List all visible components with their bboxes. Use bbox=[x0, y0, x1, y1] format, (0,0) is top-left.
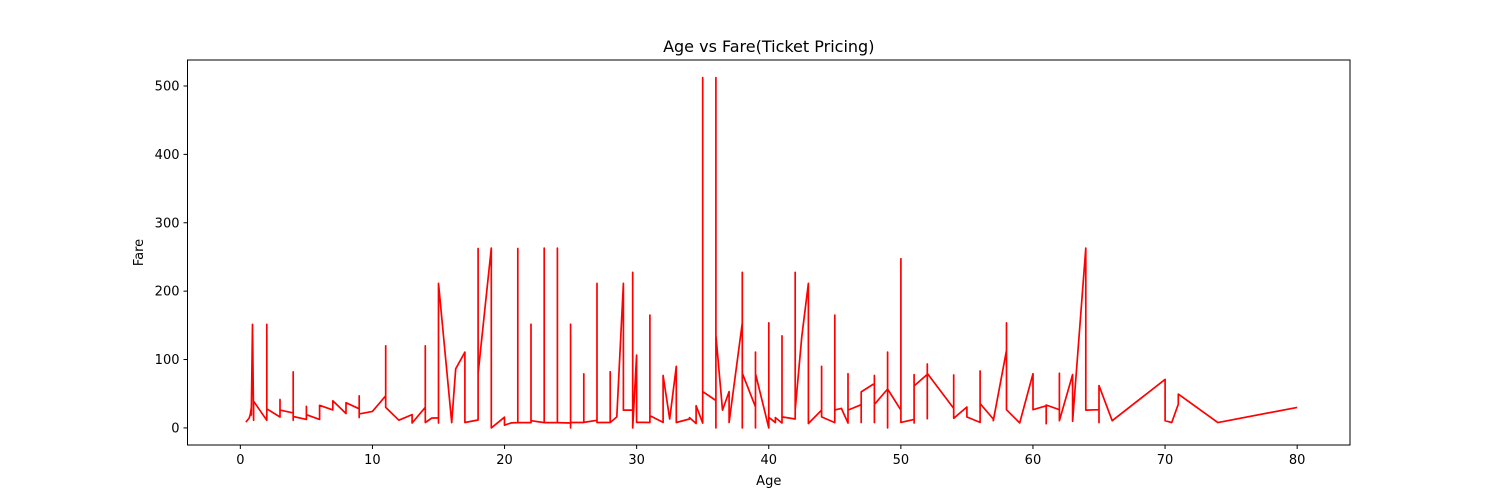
y-axis-label: Fare bbox=[132, 239, 147, 266]
y-tick-label: 400 bbox=[155, 148, 180, 163]
x-tick-label: 40 bbox=[760, 453, 777, 468]
x-tick-label: 80 bbox=[1289, 453, 1306, 468]
x-tick-label: 70 bbox=[1157, 453, 1174, 468]
x-tick-label: 20 bbox=[496, 453, 513, 468]
y-tick-label: 500 bbox=[155, 79, 180, 94]
chart-title: Age vs Fare(Ticket Pricing) bbox=[663, 37, 874, 56]
series-line-0 bbox=[245, 76, 1298, 429]
y-tick-label: 0 bbox=[171, 421, 179, 436]
x-tick-label: 10 bbox=[364, 453, 381, 468]
x-tick-label: 0 bbox=[236, 453, 244, 468]
y-ticks: 0 100 200 300 400 500 bbox=[155, 79, 188, 436]
x-tick-label: 50 bbox=[893, 453, 910, 468]
x-tick-label: 60 bbox=[1025, 453, 1042, 468]
y-tick-label: 200 bbox=[155, 285, 180, 300]
plot-area bbox=[245, 76, 1298, 429]
y-tick-label: 100 bbox=[155, 353, 180, 368]
x-axis-label: Age bbox=[756, 474, 781, 489]
x-ticks: 0 10 20 30 40 50 60 70 80 bbox=[236, 445, 1305, 468]
x-tick-label: 30 bbox=[628, 453, 645, 468]
y-tick-label: 300 bbox=[155, 216, 180, 231]
